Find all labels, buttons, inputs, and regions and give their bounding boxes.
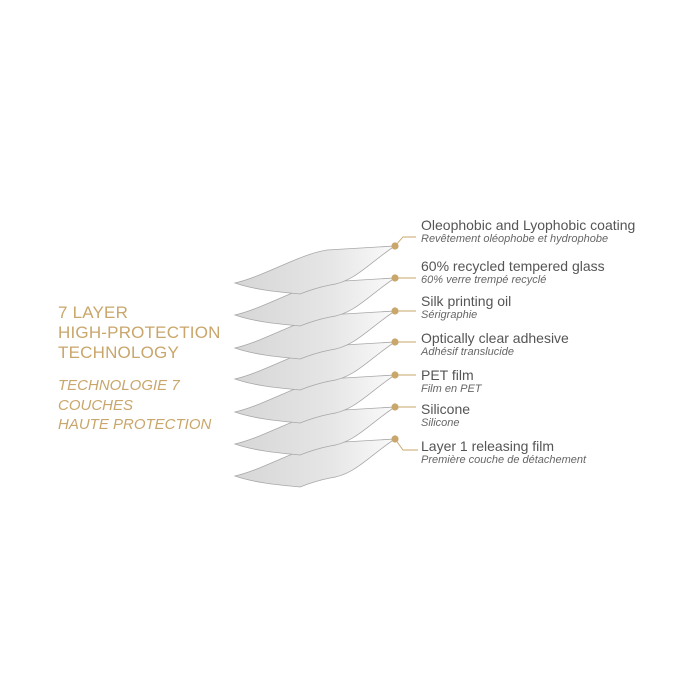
layer-name-fr: Film en PET xyxy=(421,383,482,395)
heading-subtitle: TECHNOLOGIE 7 COUCHES HAUTE PROTECTION xyxy=(58,376,211,435)
subtitle-line: TECHNOLOGIE 7 xyxy=(58,377,180,394)
layer-name-en: Oleophobic and Lyophobic coating xyxy=(421,217,636,233)
layer-name-fr: Sérigraphie xyxy=(421,309,478,321)
layer-label: Layer 1 releasing film Première couche de… xyxy=(421,438,586,467)
subtitle-line: COUCHES xyxy=(58,396,134,414)
layer-dot xyxy=(391,307,399,315)
layer-name-fr: Silicone xyxy=(421,417,460,429)
layer-sheet xyxy=(233,245,397,295)
layer-label: Optically clear adhesive Adhésif transluc… xyxy=(421,330,569,359)
layer-label: Silk printing oil Sérigraphie xyxy=(421,293,511,322)
subtitle-line: HAUTE PROTECTION xyxy=(58,416,212,433)
layer-name-en: Silk printing oil xyxy=(421,293,512,309)
layer-name-fr: Adhésif translucide xyxy=(421,346,514,358)
layer-name-en: 60% recycled tempered glass xyxy=(421,258,605,274)
layer-name-en: Silicone xyxy=(421,401,471,417)
title-line: TECHNOLOGY xyxy=(58,343,180,362)
layer-dot xyxy=(391,274,399,282)
layer-label: Oleophobic and Lyophobic coating Revêteme… xyxy=(421,217,635,246)
layer-dot xyxy=(391,435,399,443)
title-line: 7 LAYER xyxy=(58,303,129,322)
layer-name-en: Layer 1 releasing film xyxy=(421,438,555,454)
layer-name-en: PET film xyxy=(421,367,474,383)
layer-name-en: Optically clear adhesive xyxy=(421,330,569,346)
layer-dot xyxy=(391,403,399,411)
heading-title: 7 LAYER HIGH-PROTECTION TECHNOLOGY xyxy=(58,303,221,363)
layer-label: Silicone Silicone xyxy=(421,401,470,430)
connector-line xyxy=(394,236,416,247)
layer-dot xyxy=(391,338,399,346)
layer-name-fr: Revêtement oléophobe et hydrophobe xyxy=(421,233,609,245)
layer-label: 60% recycled tempered glass 60% verre tre… xyxy=(421,258,605,287)
connector-line xyxy=(394,438,418,451)
layer-label: PET film Film en PET xyxy=(421,367,482,396)
title-line: HIGH-PROTECTION xyxy=(58,323,221,342)
layer-dot xyxy=(391,371,399,379)
layer-dot xyxy=(391,242,399,250)
layer-name-fr: 60% verre trempé recyclé xyxy=(421,274,547,286)
layer-name-fr: Première couche de détachement xyxy=(421,454,587,466)
